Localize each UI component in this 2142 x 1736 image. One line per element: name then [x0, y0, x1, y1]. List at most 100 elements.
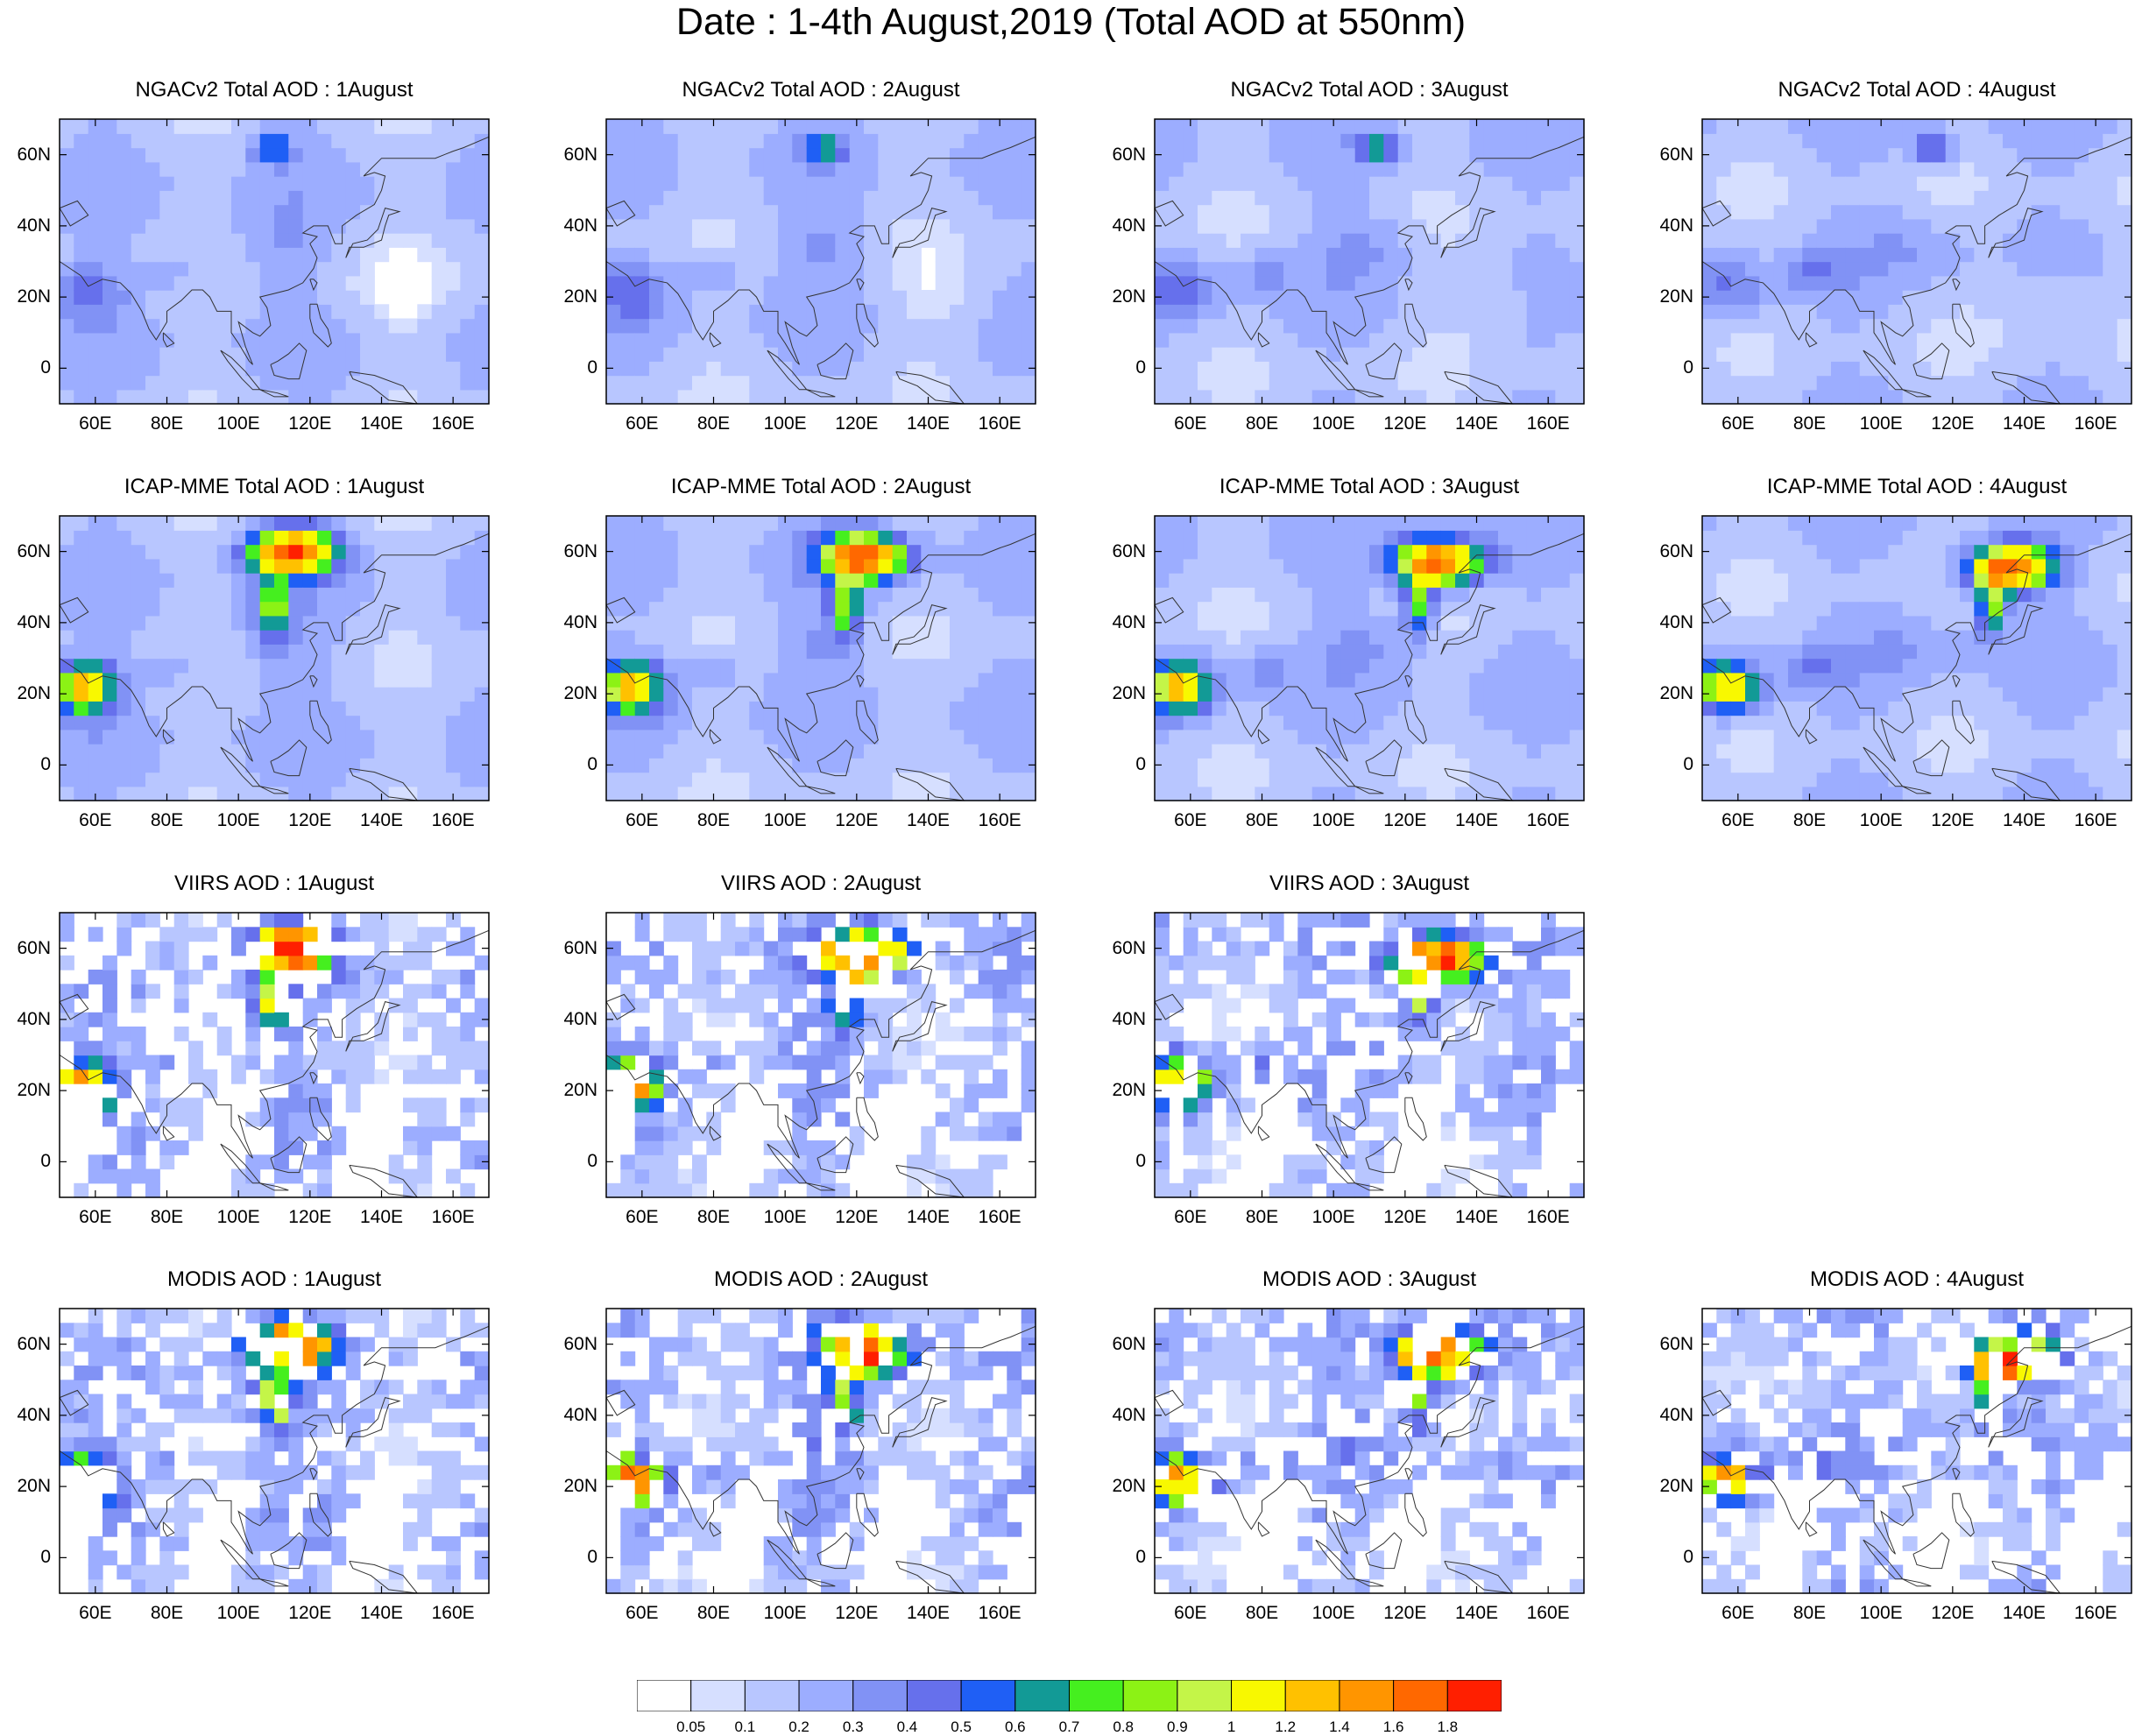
aod-cell — [1498, 559, 1513, 574]
aod-cell — [1745, 290, 1760, 305]
aod-cell — [1831, 758, 1846, 773]
aod-cell — [103, 205, 117, 220]
aod-cell — [993, 361, 1007, 376]
lat-tick-label: 0 — [554, 358, 597, 378]
aod-cell — [1989, 687, 2004, 702]
aod-cell — [432, 276, 447, 291]
aod-cell — [1903, 205, 1918, 220]
aod-cell — [432, 516, 447, 531]
aod-cell — [1255, 659, 1269, 674]
aod-cell — [749, 616, 764, 631]
aod-cell — [936, 773, 951, 787]
aod-cell — [403, 616, 418, 631]
aod-cell — [1412, 376, 1427, 391]
aod-cell — [1369, 219, 1384, 234]
aod-cell — [2103, 276, 2117, 291]
lat-tick-label: 20N — [7, 684, 51, 703]
lat-tick-label: 40N — [1650, 216, 1693, 236]
aod-cell — [807, 630, 822, 645]
aod-cell — [159, 659, 174, 674]
aod-cell — [1312, 133, 1327, 148]
aod-cell — [374, 304, 389, 319]
aod-cell — [1169, 559, 1184, 574]
aod-cell — [217, 247, 232, 262]
aod-cell — [1297, 602, 1312, 617]
aod-cell — [907, 787, 922, 801]
aod-cell — [145, 304, 160, 319]
aod-cell — [1702, 304, 1717, 319]
aod-cell — [2017, 148, 2032, 163]
aod-cell — [1484, 361, 1499, 376]
aod-cell — [936, 205, 951, 220]
aod-cell — [1412, 190, 1427, 205]
aod-cell — [663, 744, 678, 759]
aod-cell — [317, 744, 332, 759]
aod-cell — [936, 247, 951, 262]
aod-cell — [635, 219, 650, 234]
aod-cell — [635, 744, 650, 759]
aod-cell — [1297, 233, 1312, 248]
aod-cell — [1340, 687, 1355, 702]
aod-cell — [1398, 758, 1413, 773]
aod-cell — [103, 573, 117, 588]
aod-cell — [1541, 190, 1556, 205]
aod-cell — [288, 773, 303, 787]
aod-cell — [649, 673, 664, 688]
lon-tick-label: 100E — [754, 414, 816, 434]
aod-cell — [88, 233, 103, 248]
aod-cell — [893, 545, 908, 560]
aod-cell — [1845, 530, 1860, 545]
aod-cell — [1702, 659, 1717, 674]
aod-cell — [663, 205, 678, 220]
aod-cell — [446, 190, 461, 205]
aod-cell — [1903, 219, 1918, 234]
aod-cell — [1759, 162, 1774, 177]
aod-cell — [188, 319, 203, 334]
aod-cell — [678, 516, 693, 531]
aod-cell — [850, 602, 865, 617]
aod-cell — [1702, 162, 1717, 177]
aod-cell — [1340, 148, 1355, 163]
aod-cell — [417, 205, 432, 220]
aod-cell — [993, 304, 1007, 319]
aod-cell — [374, 716, 389, 730]
aod-cell — [2117, 376, 2132, 391]
aod-cell — [288, 319, 303, 334]
aod-cell — [936, 233, 951, 248]
aod-cell — [1731, 247, 1746, 262]
aod-cell — [1269, 716, 1284, 730]
aod-cell — [979, 205, 993, 220]
aod-cell — [1903, 262, 1918, 277]
aod-cell — [1874, 162, 1889, 177]
aod-cell — [145, 276, 160, 291]
aod-cell — [1297, 616, 1312, 631]
aod-cell — [993, 773, 1007, 787]
aod-cell — [1498, 716, 1513, 730]
aod-cell — [217, 333, 232, 348]
aod-cell — [274, 148, 289, 163]
aod-cell — [460, 659, 475, 674]
aod-cell — [460, 247, 475, 262]
aod-cell — [1498, 233, 1513, 248]
aod-cell — [1774, 361, 1789, 376]
aod-cell — [1455, 247, 1470, 262]
aod-cell — [1312, 247, 1327, 262]
aod-cell — [807, 659, 822, 674]
aod-cell — [1283, 190, 1298, 205]
aod-cell — [1007, 276, 1022, 291]
aod-cell — [2075, 176, 2089, 191]
aod-cell — [2060, 247, 2075, 262]
aod-cell — [1326, 659, 1341, 674]
aod-cell — [1022, 559, 1036, 574]
aod-cell — [950, 516, 965, 531]
aod-cell — [1426, 119, 1441, 134]
aod-cell — [1455, 716, 1470, 730]
aod-cell — [907, 673, 922, 688]
aod-cell — [864, 290, 879, 305]
aod-cell — [1297, 347, 1312, 362]
aod-cell — [231, 133, 246, 148]
aod-cell — [807, 559, 822, 574]
aod-cell — [403, 319, 418, 334]
aod-cell — [1541, 304, 1556, 319]
aod-cell — [1355, 119, 1370, 134]
